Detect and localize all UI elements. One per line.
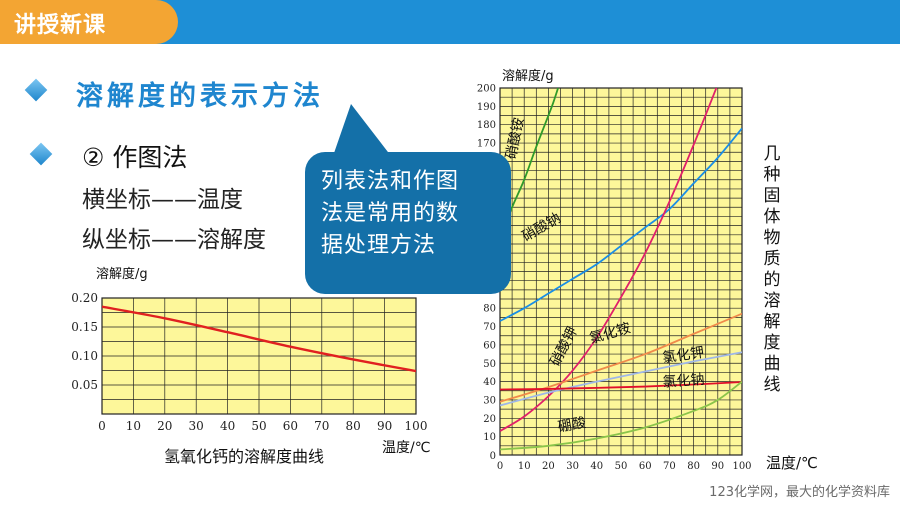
x-tick-label: 80: [346, 419, 361, 433]
y-tick-label: 30: [483, 395, 496, 406]
header-tab: 讲授新课: [0, 0, 178, 44]
x-tick-label: 30: [566, 461, 579, 472]
callout-bubble-tail: [333, 104, 391, 156]
x-tick-label: 0: [98, 419, 106, 433]
y-tick-label: 20: [483, 414, 496, 425]
series-label: 氯化钾: [661, 345, 705, 367]
x-tick-label: 60: [283, 419, 298, 433]
x-tick-label: 90: [711, 461, 724, 472]
x-tick-label: 40: [220, 419, 235, 433]
x-tick-label: 20: [542, 461, 555, 472]
grid: [499, 87, 743, 456]
x-tick-label: 30: [189, 419, 204, 433]
y-axis-description: 纵坐标——溶解度: [82, 227, 266, 253]
callout-bubble: 列表法和作图 法是常用的数 据处理方法: [305, 152, 511, 294]
y-tick-label: 70: [483, 322, 496, 333]
plot-border: [101, 297, 417, 415]
series-line-氯化钾: [500, 351, 742, 407]
y-axis-label: 溶解度/g: [502, 68, 554, 84]
y-tick-label: 170: [477, 139, 496, 150]
y-tick-label: 200: [477, 84, 496, 95]
y-tick-label: 10: [483, 432, 496, 443]
x-tick-label: 40: [590, 461, 603, 472]
y-tick-label: 190: [477, 102, 496, 113]
callout-line: 法是常用的数: [321, 201, 460, 226]
x-tick-label: 0: [497, 461, 503, 472]
section-title: 溶解度的表示方法: [76, 81, 324, 112]
side-caption: 几种固体物质的溶解度曲线: [763, 144, 781, 395]
series-line-硼酸: [500, 380, 742, 451]
x-tick-label: 70: [663, 461, 676, 472]
y-tick-label: 0.20: [71, 291, 98, 305]
series-line-氯化钠: [500, 381, 742, 391]
x-tick-label: 50: [615, 461, 628, 472]
series-line-硝酸钾: [500, 88, 718, 432]
y-tick-label: 50: [483, 359, 496, 370]
x-tick-label: 60: [639, 461, 652, 472]
x-tick-label: 100: [732, 461, 751, 472]
y-tick-label: 60: [483, 340, 496, 351]
y-tick-label: 0.10: [71, 349, 98, 363]
y-tick-label: 180: [477, 120, 496, 131]
header-tab-label: 讲授新课: [14, 13, 107, 38]
x-axis-description: 横坐标——温度: [82, 187, 243, 213]
x-tick-label: 10: [126, 419, 141, 433]
x-tick-label: 90: [377, 419, 392, 433]
y-tick-label: 0.15: [71, 320, 98, 334]
series-label: 氯化钠: [662, 372, 705, 391]
x-tick-label: 70: [314, 419, 329, 433]
chart-caption: 氢氧化钙的溶解度曲线: [164, 447, 324, 466]
calcium-hydroxide-chart: 0 10 20 30 40 50 60 70 80 90 100 0.05 0.10 0.15 0.20 溶解…: [71, 266, 430, 466]
series-line: [102, 305, 416, 373]
x-tick-label: 50: [251, 419, 266, 433]
footer-watermark: 123化学网，最大的化学资料库: [709, 485, 890, 500]
x-tick-label: 20: [157, 419, 172, 433]
series-line-硝酸钠: [500, 127, 742, 322]
y-tick-label: 0: [490, 451, 496, 462]
y-axis-label: 溶解度/g: [96, 266, 148, 282]
x-tick-label: 100: [405, 419, 428, 433]
y-tick-label: 40: [483, 377, 496, 388]
x-axis-label: 温度/℃: [766, 454, 818, 472]
callout-line: 据处理方法: [321, 233, 437, 258]
x-axis-label: 温度/℃: [382, 440, 430, 456]
series-line-硝酸铵: [500, 88, 559, 239]
series-label: 硼酸: [557, 415, 587, 436]
x-tick-label: 80: [687, 461, 700, 472]
method-title: ② 作图法: [82, 143, 188, 172]
callout-line: 列表法和作图: [321, 169, 460, 194]
y-tick-label: 80: [483, 304, 496, 315]
y-tick-label: 0.05: [71, 378, 98, 392]
x-tick-label: 10: [518, 461, 531, 472]
